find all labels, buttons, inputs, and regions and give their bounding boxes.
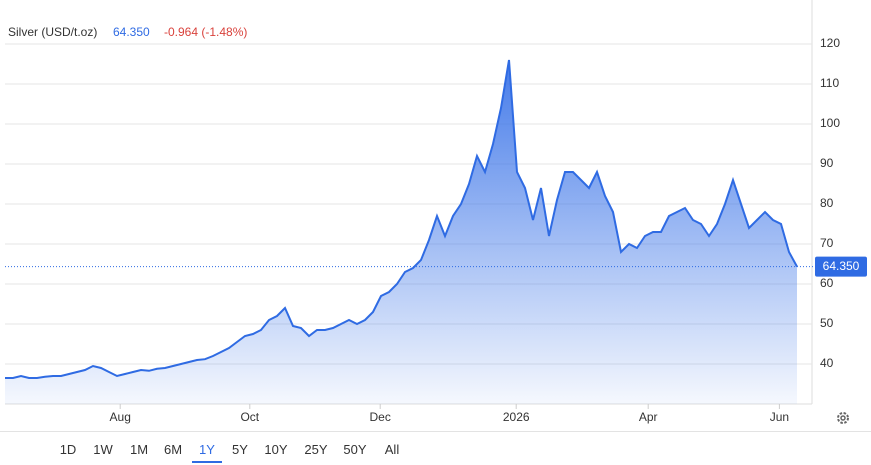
- range-bar: 1D 1W 1M 6M 1Y 5Y 10Y 25Y 50Y All: [0, 431, 871, 465]
- y-tick-label: 120: [820, 36, 840, 50]
- y-tick-label: 90: [820, 156, 834, 170]
- range-button[interactable]: 1W: [93, 442, 113, 457]
- area: [5, 60, 797, 404]
- y-tick-label: 40: [820, 356, 834, 370]
- y-tick-label: 80: [820, 196, 834, 210]
- x-tick-label: Dec: [370, 410, 391, 424]
- range-button[interactable]: 10Y: [264, 442, 288, 457]
- y-tick-label: 70: [820, 236, 834, 250]
- range-button[interactable]: 25Y: [304, 442, 328, 457]
- range-button[interactable]: 1Y: [192, 440, 222, 463]
- line: [5, 59, 798, 379]
- x-tick-label: Oct: [240, 410, 259, 424]
- last-price-box: [815, 256, 867, 277]
- y-tick-label: 100: [820, 116, 840, 130]
- x-tick-label: Apr: [639, 410, 658, 424]
- range-button[interactable]: 6M: [163, 442, 183, 457]
- x-tick-label: 2026: [503, 410, 530, 424]
- last-price-label: 64.350: [823, 259, 860, 273]
- x-tick-label: Jun: [770, 410, 789, 424]
- x-tick-label: Aug: [110, 410, 131, 424]
- y-tick-label: 110: [820, 76, 839, 90]
- range-button[interactable]: 1D: [59, 442, 77, 457]
- range-button[interactable]: All: [384, 442, 400, 457]
- chart-title: Silver (USD/t.oz): [8, 25, 97, 39]
- price: 64.350: [113, 25, 150, 39]
- change: -0.964 (-1.48%): [164, 25, 247, 39]
- y-tick-label: 60: [820, 276, 834, 290]
- y-tick-label: 50: [820, 316, 834, 330]
- settings-icon[interactable]: [837, 412, 849, 424]
- range-button[interactable]: 5Y: [232, 442, 248, 457]
- range-button[interactable]: 50Y: [343, 442, 367, 457]
- range-button[interactable]: 1M: [129, 442, 149, 457]
- chart: Silver (USD/t.oz) 64.350 -0.964 (-1.48%)…: [5, 0, 867, 424]
